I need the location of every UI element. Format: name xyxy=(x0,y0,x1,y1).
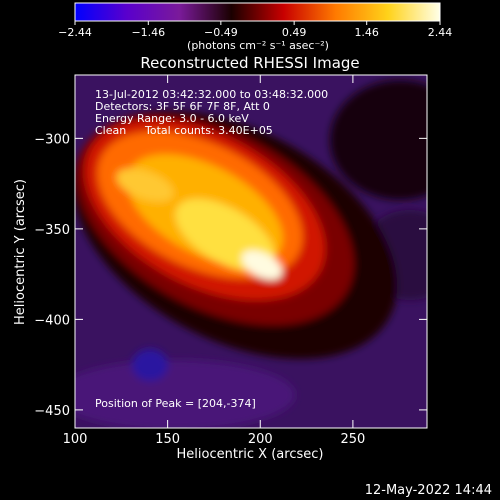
colorbar-tick-label: 1.46 xyxy=(354,26,379,39)
x-axis-label: Heliocentric X (arcsec) xyxy=(177,447,324,462)
x-tick-label: 250 xyxy=(340,432,365,447)
y-axis-label: Heliocentric Y (arcsec) xyxy=(13,179,28,325)
heatmap-emission xyxy=(75,80,427,428)
colorbar-tick-label: −2.44 xyxy=(58,26,92,39)
heat-blue-spot xyxy=(132,349,168,381)
annotation-peak-position: Position of Peak = [204,-374] xyxy=(95,397,256,410)
annotation-time-range: 13-Jul-2012 03:42:32.000 to 03:48:32.000 xyxy=(95,88,328,101)
colorbar-units: (photons cm⁻² s⁻¹ asec⁻²) xyxy=(187,39,329,52)
colorbar-ticks: −2.44 −1.46 −0.49 0.49 1.46 2.44 xyxy=(58,21,452,39)
heat-violet-region-lower xyxy=(75,360,295,428)
x-tick-label: 100 xyxy=(63,432,88,447)
x-tick-label: 150 xyxy=(155,432,180,447)
colorbar-tick-label: 2.44 xyxy=(428,26,453,39)
colorbar-tick-label: −0.49 xyxy=(204,26,238,39)
plot-area xyxy=(75,75,427,428)
annotation-total-counts: Total counts: 3.40E+05 xyxy=(144,124,273,137)
axis-ticks: 100 150 200 250 −300 −350 −400 −450 xyxy=(34,75,427,447)
y-tick-label: −350 xyxy=(34,223,70,238)
colorbar-tick-label: −1.46 xyxy=(131,26,165,39)
plot-frame xyxy=(74,74,428,429)
heat-secondary-lobe xyxy=(116,168,174,202)
colorbar xyxy=(74,2,441,22)
y-tick-label: −450 xyxy=(34,404,70,419)
chart-title: Reconstructed RHESSI Image xyxy=(140,54,359,72)
y-tick-label: −400 xyxy=(34,313,70,328)
heat-dark-region-upper-right xyxy=(330,80,427,200)
annotation-detectors: Detectors: 3F 5F 6F 7F 8F, Att 0 xyxy=(95,100,270,113)
annotation-energy-range: Energy Range: 3.0 - 6.0 keV xyxy=(95,112,249,125)
colorbar-tick-label: 0.49 xyxy=(282,26,307,39)
y-tick-label: −300 xyxy=(34,132,70,147)
x-tick-label: 200 xyxy=(248,432,273,447)
footer-timestamp: 12-May-2022 14:44 xyxy=(365,483,492,498)
annotation-algorithm: Clean xyxy=(95,124,126,137)
heat-peak xyxy=(241,250,283,280)
